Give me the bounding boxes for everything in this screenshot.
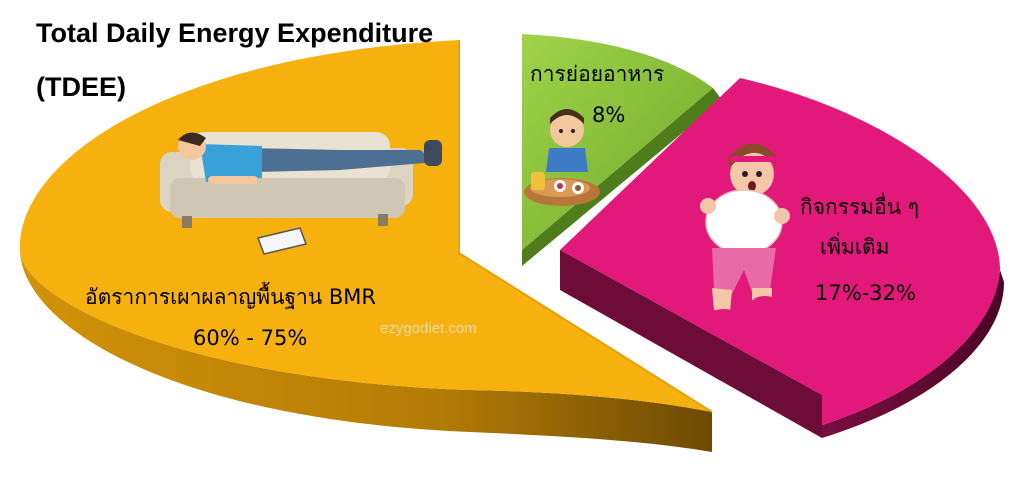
woman-jogging-image [700,143,790,319]
slice-bmr-side [20,252,712,452]
boy-eating-food-image [524,109,600,206]
bmr-value-label: 60% - 75% [193,326,307,350]
man-sleeping-on-sofa-image [160,132,442,255]
digestion-value-label: 8% [592,103,625,127]
slice-activity-front [560,250,822,438]
chart-title-line-2: (TDEE) [36,72,126,102]
slice-activity [560,78,1004,438]
activity-value-label: 17%-32% [815,281,916,305]
watermark: ezygodiet.com [380,320,477,337]
bmr-label: อัตราการเผาผลาญพื้นฐาน BMR [85,282,376,309]
digestion-label: การย่อยอาหาร [530,62,664,86]
slice-activity-side [822,270,1004,438]
slice-activity-top [560,78,1000,425]
chart-title-line-1: Total Daily Energy Expenditure [36,18,434,48]
slice-digestion-side [522,88,722,266]
activity-label-line1: กิจกรรมอื่น ๆ [800,192,919,219]
activity-label-line2: เพิ่มเติม [820,232,890,259]
